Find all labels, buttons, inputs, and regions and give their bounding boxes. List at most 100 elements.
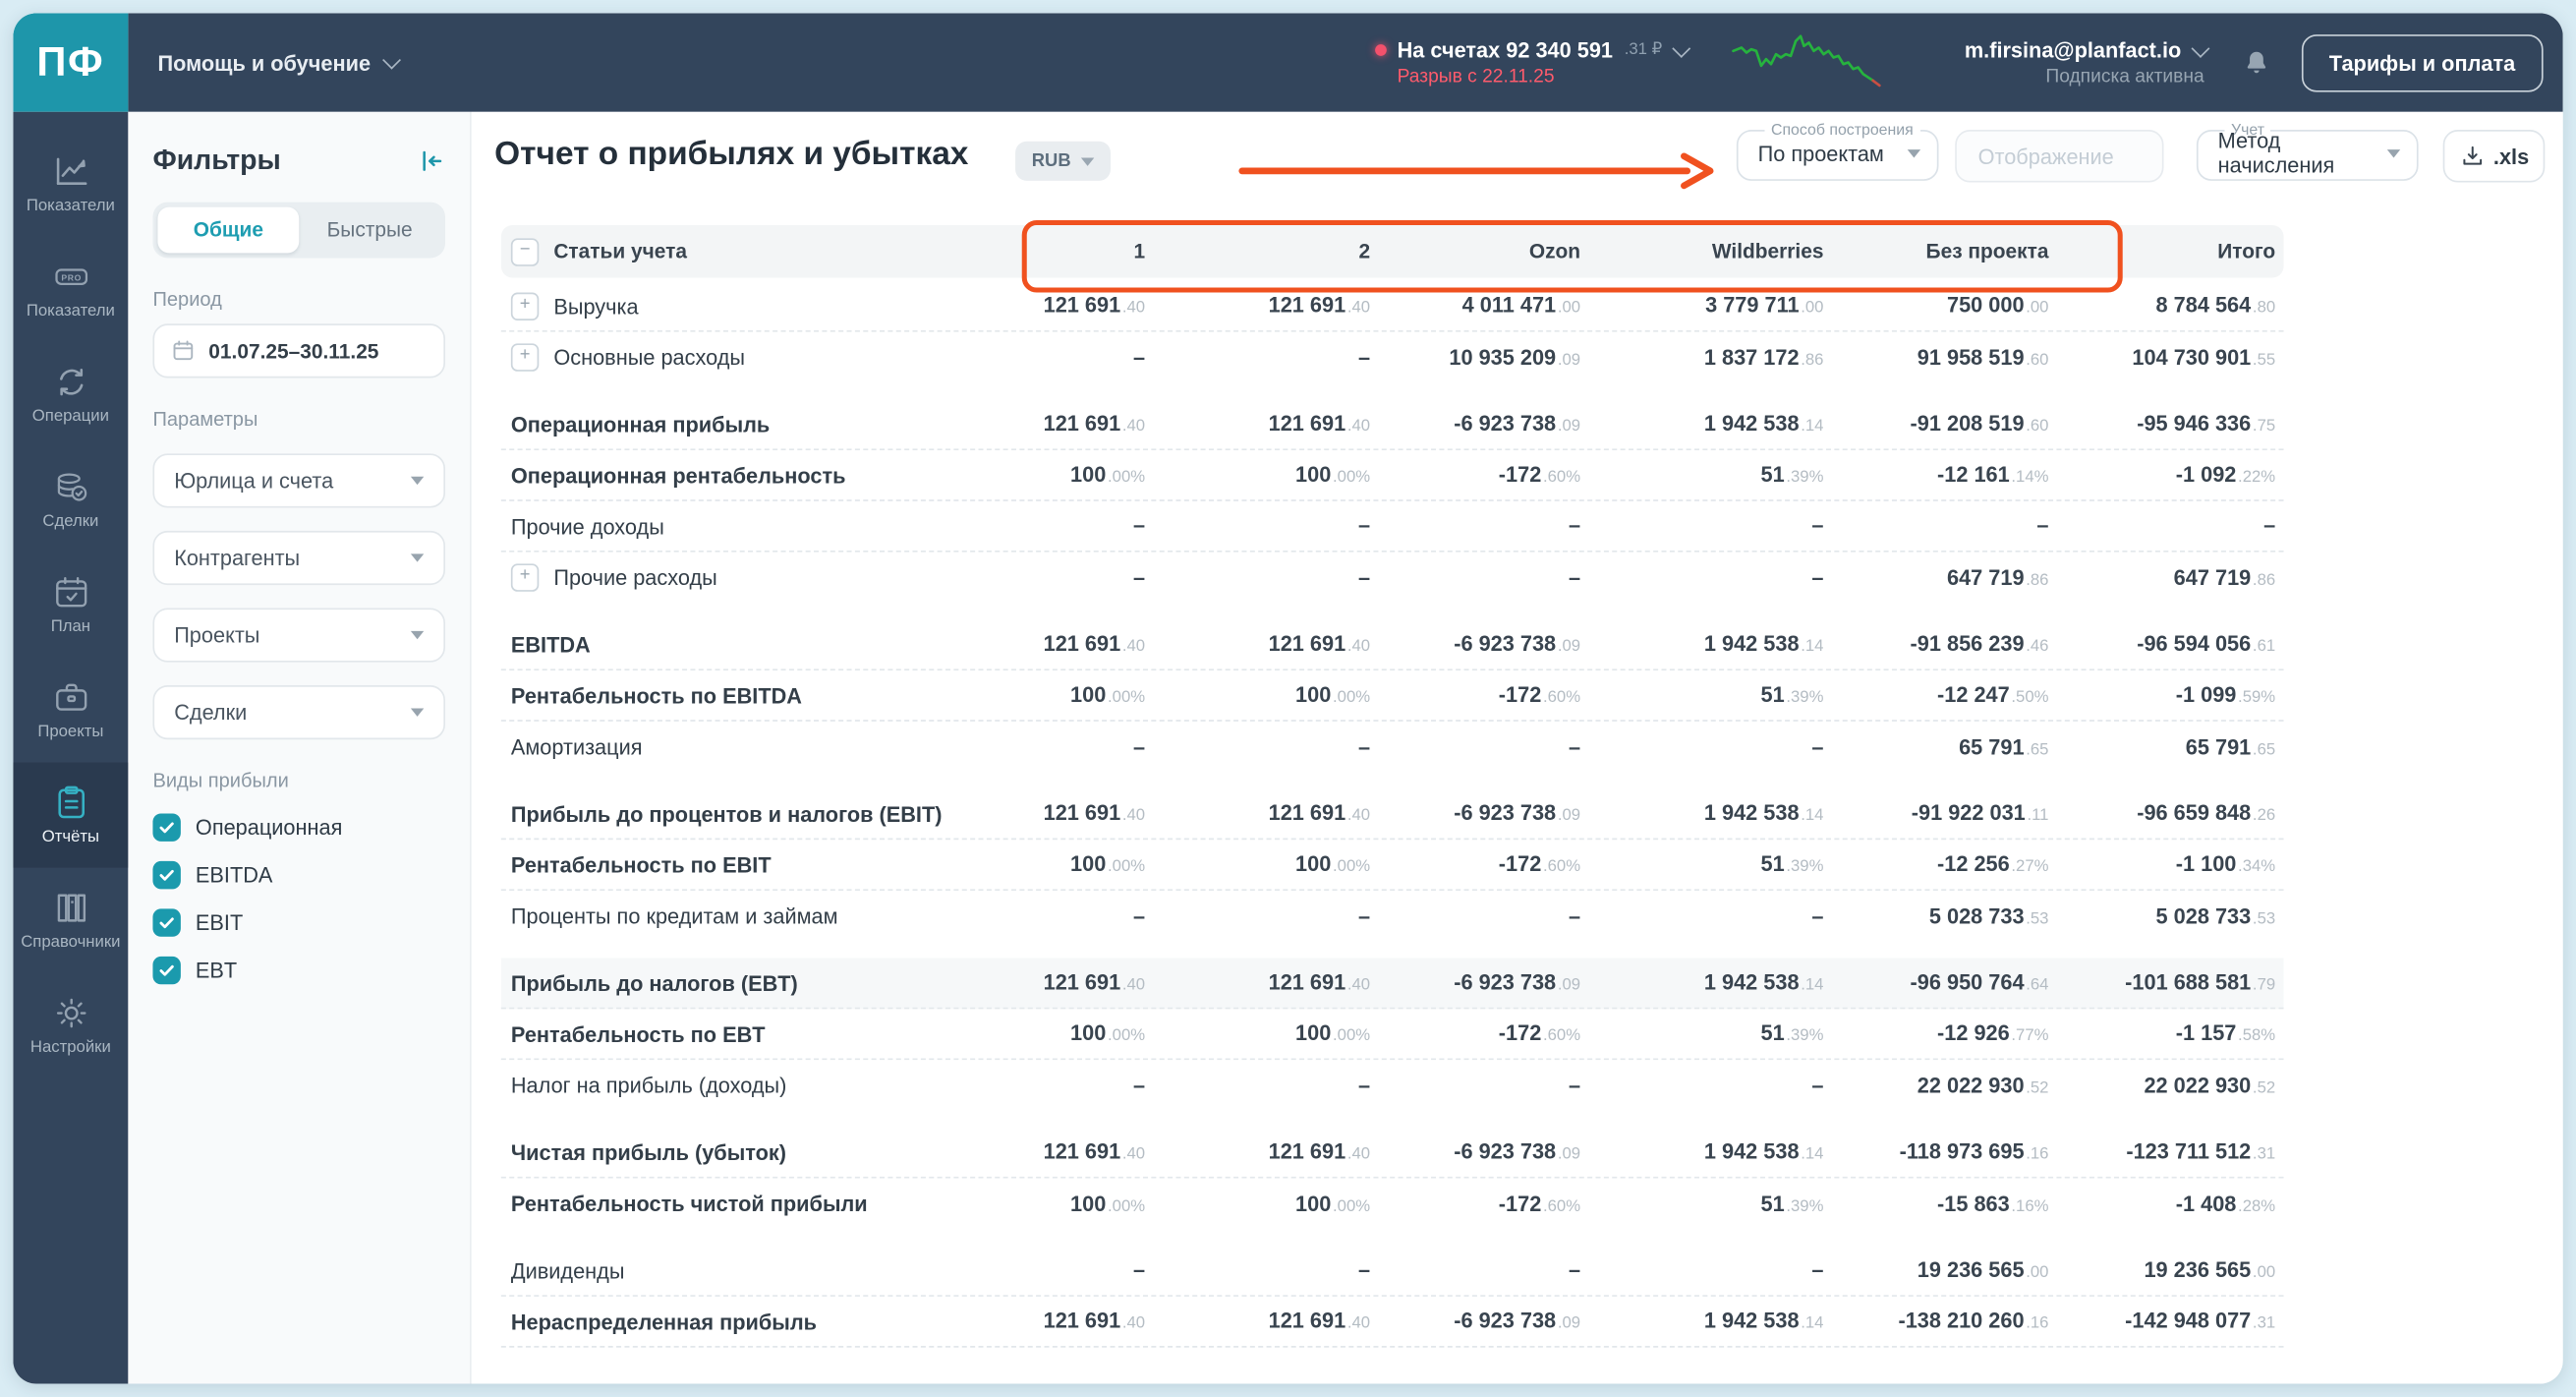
filter-select-counterparties[interactable]: Контрагенты [152, 530, 446, 586]
export-xls-button[interactable]: .xls [2442, 130, 2546, 183]
user-email: m.firsina@planfact.io [1964, 37, 2182, 63]
value-cell: – [1153, 343, 1378, 373]
value-integer: 4 011 471 [1461, 292, 1557, 318]
value-integer: -1 408 [2175, 1191, 2237, 1216]
accounting-method-select[interactable]: Учет Метод начисления [2196, 121, 2419, 181]
tab-general-filters[interactable]: Общие [157, 206, 300, 254]
value-integer: 121 691 [1268, 969, 1346, 995]
value-integer: 121 691 [1268, 292, 1346, 318]
expand-row-icon[interactable]: + [510, 291, 540, 320]
clipboard-icon [52, 784, 89, 821]
value-integer: -95 946 336 [2137, 410, 2252, 436]
value-integer: -91 922 031 [1911, 800, 2026, 826]
sidebar-item-plan[interactable]: План [13, 553, 128, 658]
sidebar-item-otchety[interactable]: Отчёты [13, 762, 129, 868]
profit-type-option[interactable]: EBITDA [152, 858, 445, 893]
sidebar-item-proekty[interactable]: Проекты [13, 658, 128, 763]
filters-title: Фильтры [152, 145, 281, 176]
value-fraction: .09 [1557, 1314, 1581, 1333]
sidebar-item-pokazateli-pro[interactable]: PRO Показатели [13, 237, 128, 342]
value-integer: – [1811, 512, 1824, 538]
value-cell: -6 923 738.09 [1378, 1307, 1588, 1336]
user-account[interactable]: m.firsina@planfact.io Подписка активна [1964, 37, 2209, 87]
value-fraction: .34% [2238, 857, 2276, 876]
filter-select-deals[interactable]: Сделки [152, 685, 446, 740]
app-logo[interactable]: ПФ [13, 13, 129, 112]
notifications-bell-icon[interactable] [2240, 47, 2271, 79]
calendar-check-icon [52, 573, 89, 611]
value-fraction: .26 [2252, 806, 2276, 826]
value-integer: -96 594 056 [2137, 630, 2252, 656]
value-cell: 100.00% [1153, 460, 1378, 490]
row-name-cell: Проценты по кредитам и займам [511, 903, 1035, 928]
row-name-cell: + Основные расходы [510, 343, 1035, 372]
value-fraction: .39% [1786, 468, 1824, 487]
profit-type-option[interactable]: EBT [152, 954, 445, 988]
currency-selector[interactable]: RUB [1015, 141, 1111, 181]
filter-select-projects[interactable]: Проекты [152, 608, 446, 663]
tariffs-button[interactable]: Тарифы и оплата [2301, 33, 2544, 91]
value-cell: – [1588, 563, 1831, 593]
value-integer: -96 950 764 [1910, 969, 2025, 995]
row-name: Дивиденды [510, 1257, 625, 1283]
chevron-down-icon [1907, 148, 1921, 157]
table-section: + Выручка 121 691.40 121 691.40 4 011 471.00… [500, 281, 2284, 383]
value-cell: 1 942 538.14 [1588, 1307, 1831, 1336]
value-integer: -91 856 239 [1910, 630, 2025, 656]
profit-type-option[interactable]: EBIT [152, 905, 445, 940]
collapse-all-rows-icon[interactable]: − [510, 237, 540, 265]
profit-type-option[interactable]: Операционная [152, 810, 445, 844]
value-cell: 51.39% [1588, 460, 1831, 490]
value-fraction: .00% [1107, 1196, 1146, 1216]
checkbox-label: EBT [195, 958, 238, 983]
value-fraction: .40 [1121, 417, 1146, 436]
row-name-cell: Рентабельность по EBIT [511, 852, 1035, 877]
value-integer: 100 [1070, 461, 1107, 487]
value-cell: 1 942 538.14 [1588, 968, 1831, 998]
sidebar-item-nastroyki[interactable]: Настройки [13, 973, 128, 1078]
checkbox-checked-icon[interactable] [152, 860, 181, 890]
row-name-cell: Операционная рентабельность [511, 463, 1035, 488]
value-cell: -172.60% [1378, 849, 1588, 879]
row-name-cell: + Выручка [510, 291, 1035, 320]
build-method-select[interactable]: Способ построения По проектам [1736, 121, 1939, 181]
period-label: Период [152, 287, 222, 311]
value-fraction: .60% [1542, 1196, 1581, 1216]
filter-select-entities[interactable]: Юрлица и счета [152, 453, 446, 508]
collapse-filters-icon[interactable] [416, 146, 445, 176]
expand-row-icon[interactable]: + [510, 563, 540, 592]
checkbox-checked-icon[interactable] [152, 956, 181, 985]
value-cell: 51.39% [1588, 1189, 1831, 1218]
sidebar-item-operacii[interactable]: Операции [13, 342, 128, 447]
chevron-down-icon [410, 553, 425, 562]
value-integer: -6 923 738 [1454, 1138, 1557, 1164]
row-name-cell: Прибыль до процентов и налогов (EBIT) [511, 801, 1035, 826]
row-name: Нераспределенная прибыль [510, 1309, 818, 1334]
value-integer: 1 942 538 [1703, 410, 1800, 436]
accounts-summary[interactable]: На счетах 92 340 591 .31 ₽ Разрыв с 22.11… [1375, 37, 1690, 87]
row-name: EBITDA [510, 631, 591, 657]
value-fraction: .40 [1346, 417, 1371, 436]
value-cell: – [1153, 732, 1378, 762]
value-integer: 8 784 564 [2155, 292, 2252, 318]
checkbox-checked-icon[interactable] [152, 813, 181, 842]
table-row: + Выручка 121 691.40 121 691.40 4 011 471.00… [500, 281, 2284, 332]
value-cell: 121 691.40 [1153, 409, 1378, 438]
sync-arrows-icon [52, 363, 89, 400]
row-name-cell: Чистая прибыль (убыток) [511, 1139, 1035, 1164]
value-fraction: .61 [2252, 637, 2276, 656]
expand-row-icon[interactable]: + [510, 343, 540, 372]
help-menu[interactable]: Помощь и обучение [157, 50, 401, 75]
sidebar-item-spravochniki[interactable]: Справочники [13, 868, 128, 973]
value-fraction: .52 [2252, 1078, 2276, 1097]
tab-quick-filters[interactable]: Быстрые [326, 218, 413, 242]
value-fraction: .16% [2011, 1196, 2049, 1216]
sidebar-item-label: Показатели [26, 197, 115, 215]
value-fraction: .14 [1801, 637, 1824, 656]
value-cell: 100.00% [1153, 1189, 1378, 1218]
sidebar-item-sdelki[interactable]: Сделки [13, 447, 128, 553]
value-cell: -91 922 031.11 [1832, 798, 2057, 828]
checkbox-checked-icon[interactable] [152, 908, 181, 937]
sidebar-item-pokazateli[interactable]: Показатели [13, 132, 128, 237]
period-input[interactable]: 01.07.25–30.11.25 [152, 323, 446, 378]
